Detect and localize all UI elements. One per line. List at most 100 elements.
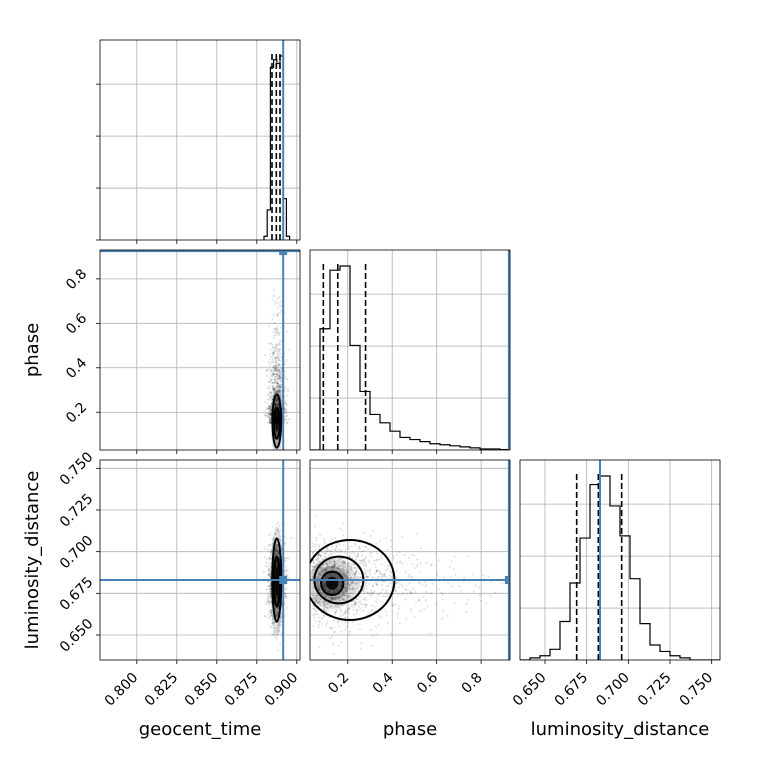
x-tick-label: 0.900 [262,670,302,710]
sample-point [368,559,371,562]
sample-point [286,421,289,424]
sample-point [265,615,268,618]
panel-content [100,250,300,450]
sample-point [343,560,346,563]
sample-point [273,379,276,382]
sample-point [274,368,277,371]
grid-lines [520,460,720,660]
sample-point [324,585,327,588]
sample-point [322,566,325,569]
sample-point [268,557,271,560]
sample-point [329,605,332,608]
sample-point [378,575,381,578]
sample-point [265,369,268,372]
sample-point [384,591,387,594]
sample-point [277,629,280,632]
sample-point [316,613,319,616]
sample-point [269,574,272,577]
sample-point [446,614,449,617]
sample-point [275,386,278,389]
sample-point [334,591,337,594]
sample-point [338,570,341,573]
sample-point [273,626,276,629]
sample-point [279,305,282,308]
sample-point [275,357,278,360]
sample-point [287,557,290,560]
sample-point [268,543,271,546]
sample-point [314,613,317,616]
sample-point [276,370,279,373]
sample-point [268,405,271,408]
sample-point [354,571,357,574]
sample-point [322,584,325,587]
sample-point [333,561,336,564]
sample-point [278,391,281,394]
sample-point [357,581,360,584]
sample-point [316,543,319,546]
sample-point [344,612,347,615]
sample-point [349,605,352,608]
sample-point [273,381,276,384]
sample-point [275,331,278,334]
sample-point [268,407,271,410]
sample-point [322,585,325,588]
sample-point [286,568,289,571]
sample-point [269,550,272,553]
sample-point [276,404,279,407]
sample-point [274,334,277,337]
sample-point [385,589,388,592]
sample-point [325,575,328,578]
sample-point [275,553,278,556]
sample-point [279,352,282,355]
sample-point [377,569,380,572]
sample-point [320,567,323,570]
sample-point [279,387,282,390]
sample-point [501,582,504,585]
sample-point [312,594,315,597]
sample-point [279,529,282,532]
sample-point [268,404,271,407]
sample-point [277,355,280,358]
sample-point [278,364,281,367]
sample-point [272,389,275,392]
sample-point [350,581,353,584]
sample-point [272,386,275,389]
sample-point [333,563,336,566]
sample-point [270,612,273,615]
sample-point [271,351,274,354]
sample-point [346,589,349,592]
sample-point [326,563,329,566]
sample-point [364,596,367,599]
sample-point [314,525,317,528]
sample-point [267,543,270,546]
sample-point [390,602,393,605]
sample-point [272,314,275,317]
sample-point [311,594,314,597]
sample-point [269,413,272,416]
sample-point [465,602,468,605]
sample-point [279,386,282,389]
sample-point [268,597,271,600]
sample-point [316,601,319,604]
sample-point [269,390,272,393]
sample-point [270,402,273,405]
sample-point [325,620,328,623]
sample-point [438,559,441,562]
sample-point [323,606,326,609]
sample-point [275,541,278,544]
sample-point [363,598,366,601]
x-tick-label: 0.650 [510,670,550,710]
sample-point [273,365,276,368]
sample-point [269,413,272,416]
sample-point [442,576,445,579]
sample-point [397,580,400,583]
sample-point [358,572,361,575]
sample-point [269,581,272,584]
sample-point [318,569,321,572]
sample-point [363,592,366,595]
sample-point [271,381,274,384]
panel-frame [99,459,301,661]
sample-point [317,588,320,591]
sample-point [336,575,339,578]
y-tick-label: 0.650 [57,616,97,656]
